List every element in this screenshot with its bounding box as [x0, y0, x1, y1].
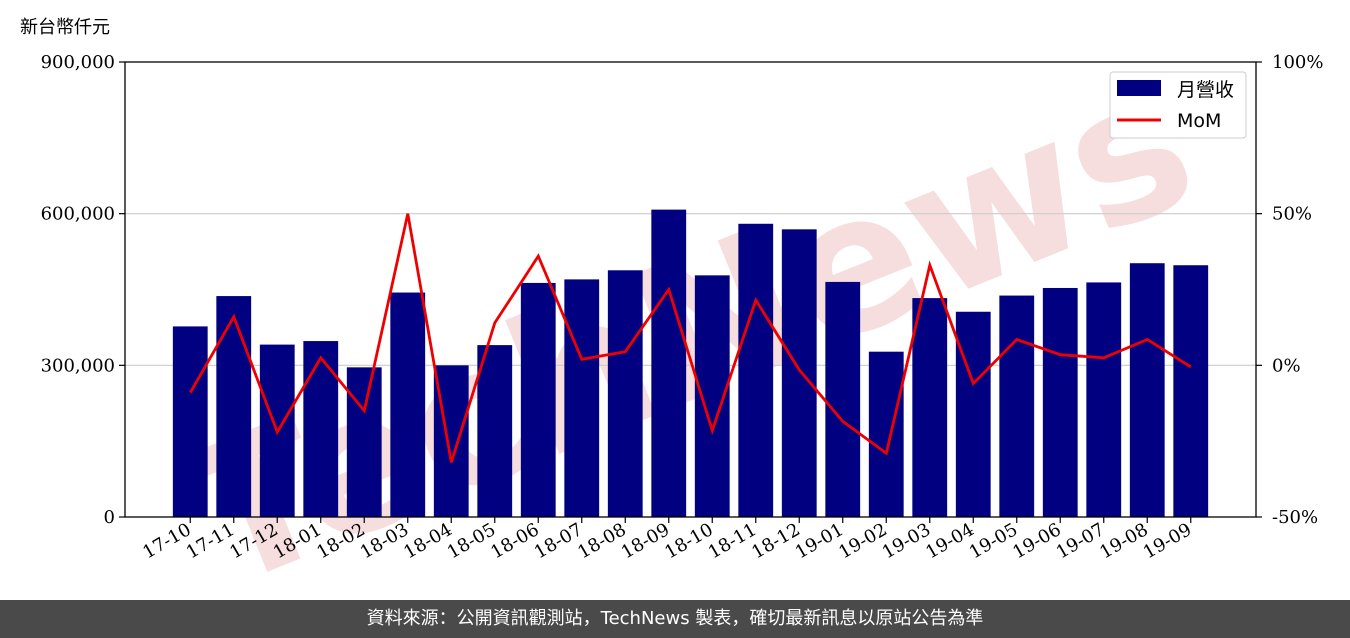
bar-18-08 — [607, 270, 643, 517]
axes — [124, 61, 1257, 518]
y-right-tick-label-0: -50% — [1272, 507, 1318, 528]
x-tick-label-19-09: 19-09 — [1140, 519, 1195, 563]
x-tick-label-19-04: 19-04 — [922, 519, 977, 563]
chart: TechNews 17-1017-1117-1218-0118-0218-031… — [20, 17, 1323, 600]
bar-18-09 — [651, 209, 687, 517]
x-tick-label-18-10: 18-10 — [661, 519, 716, 563]
bar-19-05 — [999, 295, 1035, 517]
bar-19-08 — [1129, 263, 1165, 517]
bar-18-12 — [781, 229, 817, 518]
bar-19-02 — [868, 351, 904, 517]
bar-17-11 — [216, 296, 252, 517]
bar-19-06 — [1042, 287, 1078, 517]
legend-label-mom: MoM — [1177, 110, 1221, 132]
bar-19-01 — [825, 281, 861, 517]
line-series — [189, 213, 1192, 463]
bar-18-05 — [477, 345, 513, 517]
x-tick-label-18-12: 18-12 — [748, 519, 803, 563]
y-axis-left-ticks: 0 300,000 600,000 900,000 — [41, 52, 125, 528]
bar-19-07 — [1086, 282, 1122, 517]
x-tick-label-17-10: 17-10 — [139, 519, 194, 563]
bar-19-09 — [1173, 265, 1209, 517]
plot-frame — [124, 61, 1257, 518]
x-tick-label-18-09: 18-09 — [618, 519, 673, 563]
x-tick-label-19-02: 19-02 — [835, 519, 890, 563]
bar-18-02 — [346, 367, 382, 517]
bar-18-01 — [303, 341, 339, 517]
x-tick-label-18-08: 18-08 — [574, 519, 629, 563]
y-right-tick-label-2: 50% — [1272, 204, 1312, 225]
bar-18-07 — [564, 279, 600, 517]
bar-18-03 — [390, 292, 426, 517]
y-right-tick-label-1: 0% — [1272, 355, 1301, 376]
x-tick-label-19-06: 19-06 — [1009, 519, 1064, 563]
y-left-tick-label-0: 0 — [104, 507, 115, 528]
mom-line — [189, 213, 1192, 463]
legend-bar-swatch — [1117, 80, 1161, 96]
x-tick-label-19-03: 19-03 — [879, 519, 934, 563]
y-right-tick-label-3: 100% — [1272, 52, 1323, 73]
bar-19-03 — [912, 298, 948, 517]
bar-17-10 — [172, 326, 208, 517]
legend: 月營收 MoM — [1109, 71, 1247, 139]
y-left-tick-label-1: 300,000 — [41, 355, 115, 376]
y-left-tick-label-3: 900,000 — [41, 52, 115, 73]
footer-source-text: 資料來源：公開資訊觀測站，TechNews 製表，確切最新訊息以原站公告為準 — [366, 608, 984, 629]
y-axis-unit-label: 新台幣仟元 — [20, 17, 110, 38]
y-left-tick-label-2: 600,000 — [41, 204, 115, 225]
legend-label-revenue: 月營收 — [1177, 79, 1234, 101]
x-tick-label-19-08: 19-08 — [1096, 519, 1151, 563]
y-axis-right-ticks: -50% 0% 50% 100% — [1256, 52, 1323, 528]
bar-18-11 — [738, 223, 774, 517]
footer-bar: 資料來源：公開資訊觀測站，TechNews 製表，確切最新訊息以原站公告為準 — [0, 600, 1350, 638]
x-tick-label-19-01: 19-01 — [792, 519, 847, 563]
x-tick-label-19-07: 19-07 — [1053, 519, 1108, 563]
bar-19-04 — [955, 311, 991, 517]
x-tick-label-18-11: 18-11 — [705, 519, 760, 563]
x-tick-label-19-05: 19-05 — [966, 519, 1021, 563]
bar-18-06 — [520, 282, 556, 517]
x-tick-label-18-07: 18-07 — [531, 519, 586, 563]
